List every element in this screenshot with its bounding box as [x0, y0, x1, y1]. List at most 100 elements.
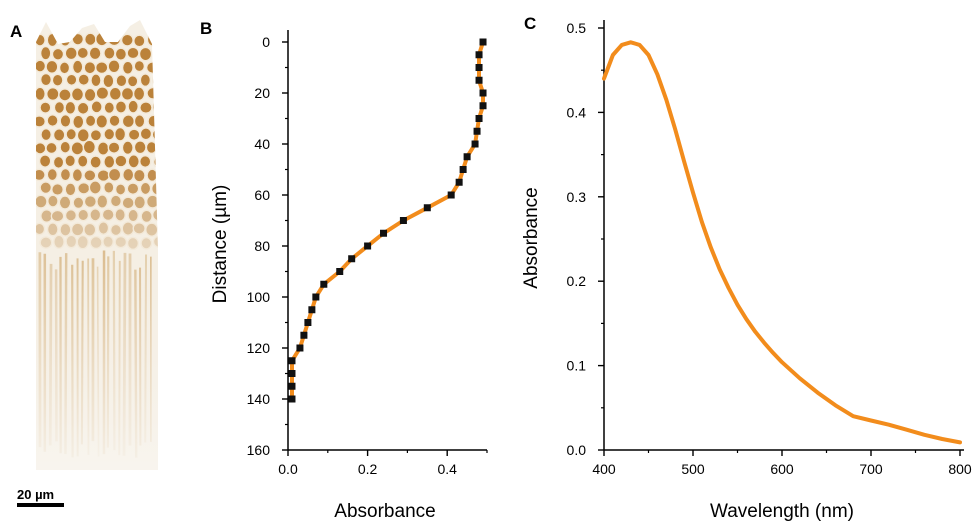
- data-point: [288, 382, 296, 390]
- x-tick-label: 0.0: [278, 461, 298, 477]
- distance-profile-chart: 0.0 0.2 0.4 0 20 40 60 80 100 120 140 160 Absorban…: [210, 30, 488, 522]
- y-tick-label: 140: [247, 391, 271, 407]
- pigment-cell: [139, 127, 153, 141]
- pigment-cell: [47, 194, 59, 208]
- pigment-cell: [151, 207, 158, 222]
- scale-bar-label: 20 µm: [17, 487, 54, 502]
- pigment-cell: [95, 86, 110, 101]
- pigment-cell: [83, 32, 97, 47]
- pigment-cell: [114, 154, 128, 168]
- pigment-cell: [76, 154, 89, 168]
- pigment-cell: [70, 141, 85, 156]
- y-tick-label: 40: [254, 136, 270, 152]
- pigment-cell: [59, 32, 72, 47]
- pigment-cell: [71, 32, 85, 46]
- pigment-cell: [127, 99, 139, 114]
- x-tick-label: 0.4: [437, 461, 457, 477]
- y-tick-label: 0: [262, 34, 270, 50]
- pigment-cell: [114, 47, 128, 61]
- data-point: [459, 166, 467, 173]
- pigment-cell: [45, 141, 58, 155]
- pigment-cell: [145, 140, 158, 155]
- x-tick-label: 800: [948, 461, 972, 477]
- data-point: [312, 293, 320, 301]
- pigment-cell: [147, 114, 158, 128]
- chart-b-y-ticks: 0 20 40 60 80 100 120 140 160: [247, 34, 288, 458]
- chart-b-axes: [287, 30, 487, 451]
- y-tick-label: 0.0: [567, 442, 587, 458]
- data-point: [423, 204, 431, 212]
- y-tick-label: 0.4: [567, 104, 587, 120]
- pigment-cell: [51, 182, 64, 196]
- data-point: [475, 64, 483, 71]
- data-point: [364, 242, 372, 250]
- pigment-cell: [45, 59, 59, 74]
- data-point: [479, 38, 487, 46]
- pigment-cell: [40, 209, 54, 223]
- pigment-cell: [71, 167, 84, 183]
- chart-b-y-label: Distance (µm): [210, 185, 231, 304]
- pigment-cell: [52, 128, 66, 142]
- chart-c-y-label: Absorbance: [521, 187, 542, 288]
- pigment-cell: [36, 59, 47, 73]
- pigment-cell: [72, 114, 85, 130]
- pigment-cell: [132, 86, 146, 102]
- chart-c-x-ticks: 400 500 600 700 800: [592, 450, 972, 477]
- x-tick-label: 600: [770, 461, 794, 477]
- data-point: [455, 178, 463, 186]
- pigment-cell: [145, 194, 158, 209]
- pigment-cell: [59, 167, 72, 182]
- pigment-cell: [139, 181, 152, 196]
- data-point: [304, 319, 312, 326]
- pigment-cell: [38, 154, 52, 168]
- pigment-cell: [133, 114, 146, 129]
- data-point: [348, 255, 356, 263]
- pigment-cell: [126, 182, 140, 195]
- pigment-cell: [36, 142, 47, 155]
- pigment-cell: [77, 208, 90, 222]
- y-tick-label: 120: [247, 340, 271, 356]
- pigment-cell: [140, 209, 153, 224]
- pigment-cell: [58, 88, 72, 102]
- panel-letter-a: A: [10, 22, 22, 41]
- pigment-cell: [103, 181, 115, 194]
- pigment-cell: [103, 46, 116, 60]
- y-tick-label: 0.3: [567, 189, 587, 205]
- chart-c-y-ticks: 0.0 0.1 0.2 0.3 0.4 0.5: [567, 20, 604, 458]
- pigment-cell: [121, 114, 135, 129]
- pigment-cell: [39, 101, 52, 114]
- pigment-cell: [77, 73, 90, 87]
- chart-b-points: [288, 38, 487, 403]
- data-point: [479, 89, 487, 97]
- pigment-cell: [88, 180, 102, 195]
- x-tick-label: 400: [592, 461, 616, 477]
- pigment-cell: [153, 154, 158, 169]
- data-point: [447, 191, 455, 199]
- pigment-cell: [36, 194, 48, 209]
- x-tick-label: 500: [681, 461, 705, 477]
- pigment-cell: [152, 100, 158, 114]
- pigment-cell: [76, 46, 90, 60]
- pigment-cell: [51, 47, 65, 61]
- data-point: [288, 395, 296, 403]
- pigment-cell: [139, 73, 152, 88]
- pigment-cell: [83, 60, 97, 75]
- y-tick-label: 60: [254, 187, 270, 203]
- pigment-cell: [133, 195, 147, 210]
- pigment-cell: [46, 167, 58, 182]
- data-point: [471, 140, 479, 148]
- pigment-cell: [82, 139, 97, 155]
- panel-letter-b: B: [200, 19, 212, 38]
- pigment-cell: [132, 168, 146, 183]
- pigment-cell: [46, 86, 60, 102]
- pigment-cell: [139, 101, 153, 114]
- pigment-cell: [151, 128, 158, 142]
- pigment-cell: [151, 181, 158, 196]
- pigment-cell: [152, 72, 158, 88]
- pigment-cell: [36, 115, 46, 128]
- chart-c-axes: [603, 20, 964, 451]
- pigment-cell: [89, 155, 102, 169]
- pigment-cell: [46, 114, 59, 128]
- pigment-cell: [127, 208, 139, 223]
